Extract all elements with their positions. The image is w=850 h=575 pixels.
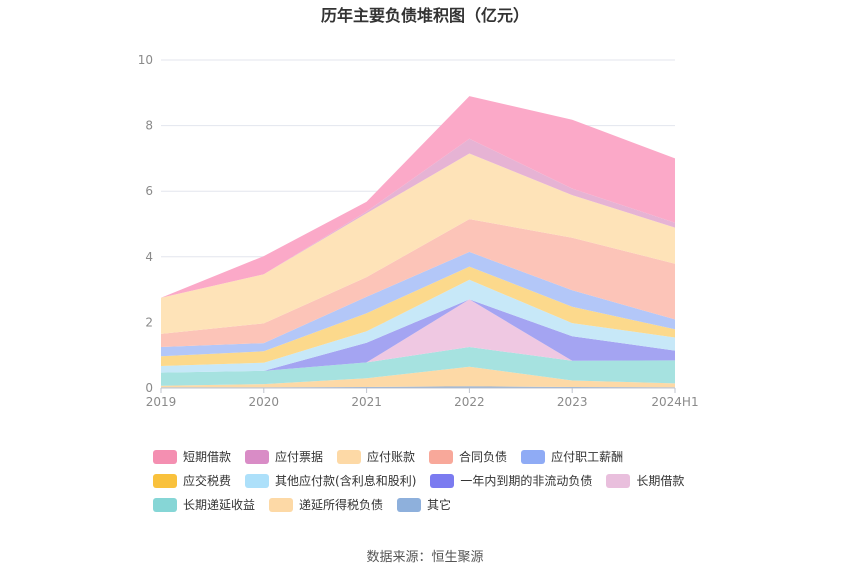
legend-label: 应付票据	[275, 450, 324, 464]
chart-title: 历年主要负债堆积图（亿元）	[320, 6, 529, 25]
y-tick-label: 6	[145, 184, 153, 198]
legend-item[interactable]: 递延所得税负债	[269, 496, 383, 513]
area-series-10[interactable]	[161, 138, 675, 298]
stacked-area-chart: 0 2 4 6 8 10 2019 2020 2021 2022 2023 2024H1	[138, 53, 699, 409]
legend: 短期借款 应付票据 应付账款 合同负债 应付职工薪酬应交税费 其他应付款(含利息和股利) 一…	[153, 448, 713, 513]
legend-swatch	[153, 473, 177, 488]
legend-item[interactable]: 应付职工薪酬	[521, 448, 623, 465]
legend-item[interactable]: 应付票据	[245, 448, 323, 465]
legend-swatch	[269, 497, 294, 512]
legend-item[interactable]: 其他应付款(含利息和股利)	[245, 472, 416, 489]
legend-label: 应付职工薪酬	[551, 450, 624, 464]
legend-swatch	[521, 449, 546, 464]
legend-label: 其他应付款(含利息和股利)	[275, 474, 417, 488]
area-series-8[interactable]	[161, 219, 675, 347]
legend-swatch	[153, 449, 177, 464]
legend-swatch	[430, 473, 455, 488]
legend-label: 一年内到期的非流动负债	[460, 474, 593, 488]
legend-label: 应付账款	[367, 450, 416, 464]
area-series-9[interactable]	[161, 153, 675, 334]
legend-label: 长期递延收益	[183, 498, 256, 512]
y-tick-label: 2	[145, 315, 153, 329]
legend-label: 合同负债	[459, 450, 508, 464]
legend-item[interactable]: 合同负债	[429, 448, 507, 465]
legend-item[interactable]: 其它	[397, 496, 451, 513]
legend-swatch	[606, 473, 631, 488]
y-tick-label: 0	[145, 381, 153, 395]
legend-item[interactable]: 应付账款	[337, 448, 415, 465]
data-source: 数据来源：恒生聚源	[366, 550, 484, 565]
area-series-7[interactable]	[161, 251, 675, 357]
legend-swatch	[153, 497, 177, 512]
x-tick-label: 2024H1	[651, 395, 698, 409]
legend-swatch	[397, 497, 422, 512]
legend-item[interactable]: 长期借款	[606, 472, 684, 489]
axes: 0 2 4 6 8 10 2019 2020 2021 2022 2023 2024H1	[138, 53, 699, 409]
x-tick-label: 2020	[249, 395, 280, 409]
legend-swatch	[245, 473, 270, 488]
area-series-3[interactable]	[161, 299, 675, 373]
x-tick-label: 2019	[146, 395, 177, 409]
legend-label: 应交税费	[183, 474, 232, 488]
x-tick-label: 2023	[557, 395, 588, 409]
area-series-5[interactable]	[161, 279, 675, 373]
legend-label: 长期借款	[636, 474, 685, 488]
legend-swatch	[337, 449, 362, 464]
area-series-2[interactable]	[161, 347, 675, 386]
y-tick-label: 8	[145, 119, 153, 133]
legend-item[interactable]: 一年内到期的非流动负债	[430, 472, 592, 489]
legend-item[interactable]: 长期递延收益	[153, 496, 255, 513]
area-series	[161, 96, 675, 388]
legend-swatch	[245, 449, 270, 464]
legend-item[interactable]: 短期借款	[153, 448, 231, 465]
y-tick-label: 10	[138, 53, 153, 67]
x-tick-label: 2021	[351, 395, 382, 409]
legend-swatch	[429, 449, 454, 464]
x-tick-label: 2022	[454, 395, 485, 409]
legend-label: 递延所得税负债	[299, 498, 384, 512]
legend-label: 短期借款	[183, 450, 232, 464]
legend-item[interactable]: 应交税费	[153, 472, 231, 489]
y-tick-label: 4	[145, 250, 153, 264]
area-series-11[interactable]	[161, 96, 675, 298]
legend-label: 其它	[427, 498, 452, 512]
area-series-1[interactable]	[161, 366, 675, 388]
area-series-6[interactable]	[161, 266, 675, 366]
